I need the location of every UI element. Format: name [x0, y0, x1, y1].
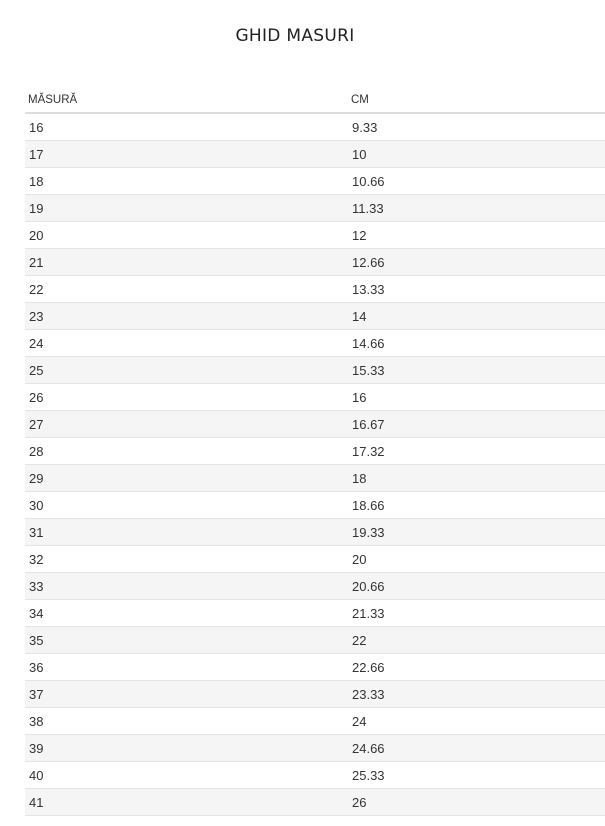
cm-cell: 23.33 — [348, 680, 605, 708]
table-row: 27 16.67 — [25, 410, 605, 438]
cm-cell: 16.67 — [348, 410, 605, 438]
cm-cell: 22.66 — [348, 653, 605, 681]
table-row: 26 16 — [25, 383, 605, 411]
size-cell: 20 — [25, 221, 348, 249]
table-row: 34 21.33 — [25, 599, 605, 627]
cm-cell: 24.66 — [348, 734, 605, 762]
table-header-row: MĂSURĂ CM — [25, 88, 605, 114]
size-cell: 36 — [25, 653, 348, 681]
size-cell: 38 — [25, 707, 348, 735]
cm-cell: 18 — [348, 464, 605, 492]
cm-cell: 25.33 — [348, 761, 605, 789]
size-cell: 22 — [25, 275, 348, 303]
table-row: 25 15.33 — [25, 356, 605, 384]
size-cell: 31 — [25, 518, 348, 546]
size-cell: 28 — [25, 437, 348, 465]
size-cell: 26 — [25, 383, 348, 411]
table-row: 18 10.66 — [25, 167, 605, 195]
table-row: 33 20.66 — [25, 572, 605, 600]
size-cell: 17 — [25, 140, 348, 168]
size-cell: 34 — [25, 599, 348, 627]
cm-cell: 14.66 — [348, 329, 605, 357]
cm-cell: 18.66 — [348, 491, 605, 519]
column-header-size: MĂSURĂ — [25, 88, 348, 114]
table-row: 31 19.33 — [25, 518, 605, 546]
size-cell: 29 — [25, 464, 348, 492]
table-row: 35 22 — [25, 626, 605, 654]
size-cell: 23 — [25, 302, 348, 330]
cm-cell: 10.66 — [348, 167, 605, 195]
cm-cell: 22 — [348, 626, 605, 654]
size-cell: 25 — [25, 356, 348, 384]
table-row: 36 22.66 — [25, 653, 605, 681]
table-row: 19 11.33 — [25, 194, 605, 222]
cm-cell: 9.33 — [348, 113, 605, 141]
size-cell: 41 — [25, 788, 348, 816]
size-cell: 39 — [25, 734, 348, 762]
cm-cell: 10 — [348, 140, 605, 168]
cm-cell: 17.32 — [348, 437, 605, 465]
size-cell: 30 — [25, 491, 348, 519]
size-cell: 16 — [25, 113, 348, 141]
size-cell: 35 — [25, 626, 348, 654]
size-cell: 37 — [25, 680, 348, 708]
size-cell: 27 — [25, 410, 348, 438]
table-row: 20 12 — [25, 221, 605, 249]
table-row: 23 14 — [25, 302, 605, 330]
table-row: 24 14.66 — [25, 329, 605, 357]
size-cell: 40 — [25, 761, 348, 789]
cm-cell: 24 — [348, 707, 605, 735]
table-row: 39 24.66 — [25, 734, 605, 762]
size-cell: 19 — [25, 194, 348, 222]
size-cell: 33 — [25, 572, 348, 600]
table-row: 21 12.66 — [25, 248, 605, 276]
cm-cell: 11.33 — [348, 194, 605, 222]
cm-cell: 20.66 — [348, 572, 605, 600]
cm-cell: 19.33 — [348, 518, 605, 546]
table-row: 29 18 — [25, 464, 605, 492]
size-cell: 21 — [25, 248, 348, 276]
cm-cell: 12.66 — [348, 248, 605, 276]
cm-cell: 15.33 — [348, 356, 605, 384]
table-row: 37 23.33 — [25, 680, 605, 708]
cm-cell: 26 — [348, 788, 605, 816]
cm-cell: 16 — [348, 383, 605, 411]
table-row: 17 10 — [25, 140, 605, 168]
size-cell: 24 — [25, 329, 348, 357]
table-row: 38 24 — [25, 707, 605, 735]
cm-cell: 13.33 — [348, 275, 605, 303]
size-guide-table: MĂSURĂ CM 16 9.33 17 10 18 10.66 19 11.33 20 12 21… — [25, 88, 605, 816]
cm-cell: 14 — [348, 302, 605, 330]
size-cell: 32 — [25, 545, 348, 573]
size-cell: 18 — [25, 167, 348, 195]
column-header-cm: CM — [348, 88, 605, 114]
table-row: 22 13.33 — [25, 275, 605, 303]
cm-cell: 20 — [348, 545, 605, 573]
table-row: 28 17.32 — [25, 437, 605, 465]
table-body: 16 9.33 17 10 18 10.66 19 11.33 20 12 21 12.66 22 13.… — [25, 113, 605, 816]
page-title: GHID MASURI — [235, 26, 355, 46]
table-row: 32 20 — [25, 545, 605, 573]
table-row: 30 18.66 — [25, 491, 605, 519]
table-row: 41 26 — [25, 788, 605, 816]
table-row: 16 9.33 — [25, 113, 605, 141]
table-row: 40 25.33 — [25, 761, 605, 789]
cm-cell: 21.33 — [348, 599, 605, 627]
cm-cell: 12 — [348, 221, 605, 249]
